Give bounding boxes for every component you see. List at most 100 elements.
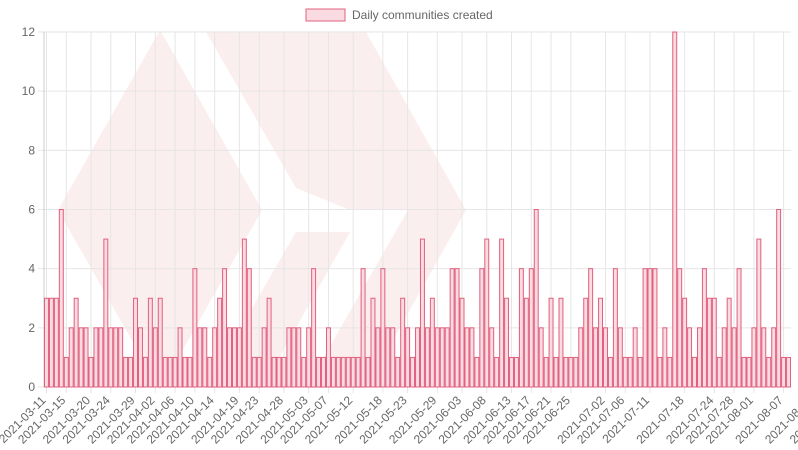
bar[interactable]	[657, 356, 663, 388]
bar[interactable]	[177, 327, 183, 388]
bar[interactable]	[246, 268, 252, 388]
bar[interactable]	[484, 238, 490, 388]
bar[interactable]	[335, 356, 341, 388]
bar[interactable]	[548, 297, 554, 388]
bar[interactable]	[538, 327, 544, 388]
bar[interactable]	[578, 327, 584, 388]
bar[interactable]	[687, 327, 693, 388]
bar[interactable]	[637, 356, 643, 388]
bar[interactable]	[113, 327, 119, 388]
bar[interactable]	[731, 327, 737, 388]
bar[interactable]	[321, 356, 326, 388]
bar[interactable]	[147, 297, 153, 388]
bar[interactable]	[172, 356, 178, 388]
bar[interactable]	[513, 356, 519, 388]
bar[interactable]	[603, 327, 608, 388]
bar[interactable]	[256, 356, 262, 388]
bar[interactable]	[424, 327, 430, 388]
bar[interactable]	[271, 356, 277, 388]
bar[interactable]	[662, 327, 668, 388]
bar[interactable]	[588, 268, 594, 388]
bar[interactable]	[533, 209, 539, 388]
bar[interactable]	[241, 238, 247, 388]
bar[interactable]	[192, 268, 198, 388]
bar[interactable]	[474, 356, 480, 388]
bar[interactable]	[58, 209, 64, 388]
bar[interactable]	[543, 356, 549, 388]
bar[interactable]	[128, 356, 134, 388]
bar[interactable]	[281, 356, 287, 388]
bar[interactable]	[553, 356, 559, 388]
bar[interactable]	[612, 268, 618, 388]
bar[interactable]	[350, 356, 356, 388]
bar[interactable]	[103, 238, 109, 388]
bar[interactable]	[296, 327, 302, 388]
bar[interactable]	[528, 268, 534, 388]
bar[interactable]	[227, 327, 232, 388]
bar[interactable]	[182, 356, 188, 388]
bar[interactable]	[222, 268, 228, 388]
bar[interactable]	[716, 356, 722, 388]
bar[interactable]	[652, 268, 658, 388]
bar[interactable]	[251, 356, 257, 388]
bar[interactable]	[429, 297, 435, 388]
bar[interactable]	[454, 268, 460, 388]
bar[interactable]	[642, 268, 648, 388]
bar[interactable]	[499, 238, 505, 388]
bar[interactable]	[489, 327, 495, 388]
bar[interactable]	[771, 327, 777, 388]
bar[interactable]	[504, 297, 510, 388]
bar[interactable]	[197, 327, 203, 388]
bar[interactable]	[573, 356, 579, 388]
bar[interactable]	[721, 327, 727, 388]
bar[interactable]	[434, 327, 440, 388]
bar[interactable]	[523, 297, 529, 388]
bar[interactable]	[217, 297, 223, 388]
bar[interactable]	[682, 297, 688, 388]
bar[interactable]	[568, 356, 574, 388]
bar[interactable]	[83, 327, 89, 388]
bar[interactable]	[385, 327, 391, 388]
bar[interactable]	[459, 297, 465, 388]
bar[interactable]	[449, 268, 455, 388]
bar[interactable]	[395, 356, 401, 388]
bar[interactable]	[236, 327, 242, 388]
bar[interactable]	[509, 356, 514, 388]
bar[interactable]	[266, 297, 272, 388]
bar[interactable]	[766, 356, 772, 388]
bar[interactable]	[187, 356, 193, 388]
bar[interactable]	[494, 356, 500, 388]
bar[interactable]	[98, 327, 104, 388]
bar[interactable]	[48, 297, 54, 388]
bar[interactable]	[726, 297, 732, 388]
bar[interactable]	[405, 327, 411, 388]
bar[interactable]	[68, 327, 74, 388]
bar[interactable]	[479, 268, 485, 388]
bar[interactable]	[598, 297, 604, 388]
bar[interactable]	[776, 209, 782, 388]
bar[interactable]	[558, 297, 564, 388]
bar[interactable]	[781, 356, 787, 388]
bar[interactable]	[444, 327, 450, 388]
bar[interactable]	[157, 297, 163, 388]
bar[interactable]	[73, 297, 79, 388]
bar[interactable]	[63, 356, 69, 388]
bar[interactable]	[672, 31, 678, 388]
bar[interactable]	[123, 356, 129, 388]
bar[interactable]	[311, 268, 317, 388]
bar[interactable]	[632, 327, 638, 388]
bar[interactable]	[370, 297, 376, 388]
bar[interactable]	[133, 297, 138, 388]
bar[interactable]	[330, 356, 336, 388]
bar[interactable]	[761, 327, 767, 388]
bar[interactable]	[593, 327, 599, 388]
bar[interactable]	[291, 327, 297, 388]
bar[interactable]	[78, 327, 84, 388]
bar[interactable]	[667, 356, 673, 388]
bar[interactable]	[439, 327, 445, 388]
bar[interactable]	[108, 327, 114, 388]
bar[interactable]	[419, 238, 425, 388]
bar[interactable]	[617, 327, 623, 388]
bar[interactable]	[563, 356, 569, 388]
bar[interactable]	[464, 327, 470, 388]
